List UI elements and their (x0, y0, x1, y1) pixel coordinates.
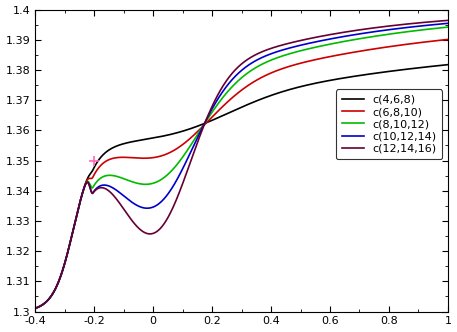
c(8,10,12) (445, 25, 451, 29)
c(6,8,10) (80, 192, 85, 196)
c(8,10,12) (32, 306, 38, 310)
c(6,8,10) (437, 38, 442, 42)
c(10,12,14) (437, 22, 442, 26)
c(4,6,8) (104, 150, 110, 154)
c(6,8,10) (208, 116, 214, 120)
c(4,6,8) (437, 63, 442, 67)
c(4,6,8) (32, 306, 38, 310)
c(12,14,16) (445, 18, 451, 22)
Line: c(12,14,16): c(12,14,16) (35, 20, 448, 308)
Line: c(10,12,14): c(10,12,14) (35, 23, 448, 308)
c(10,12,14) (393, 27, 398, 31)
c(8,10,12) (208, 111, 214, 115)
c(10,12,14) (445, 21, 451, 25)
c(8,10,12) (104, 174, 110, 178)
c(4,6,8) (445, 63, 451, 67)
c(8,10,12) (393, 31, 398, 35)
c(12,14,16) (437, 19, 442, 23)
c(12,14,16) (80, 192, 85, 196)
c(4,6,8) (208, 119, 214, 123)
c(4,6,8) (80, 192, 85, 196)
c(4,6,8) (191, 125, 196, 129)
c(12,14,16) (393, 23, 398, 27)
c(6,8,10) (393, 44, 398, 48)
c(12,14,16) (104, 188, 110, 192)
Line: c(4,6,8): c(4,6,8) (35, 65, 448, 308)
c(8,10,12) (191, 139, 196, 143)
Line: c(8,10,12): c(8,10,12) (35, 27, 448, 308)
c(12,14,16) (208, 106, 214, 110)
c(12,14,16) (32, 306, 38, 310)
c(10,12,14) (104, 183, 110, 187)
c(6,8,10) (32, 306, 38, 310)
c(6,8,10) (191, 133, 196, 137)
Line: c(6,8,10): c(6,8,10) (35, 40, 448, 308)
c(8,10,12) (80, 192, 85, 196)
c(8,10,12) (437, 26, 442, 30)
c(10,12,14) (80, 192, 85, 196)
c(10,12,14) (191, 144, 196, 148)
c(10,12,14) (208, 108, 214, 112)
c(6,8,10) (104, 159, 110, 163)
c(6,8,10) (445, 38, 451, 42)
Legend: c(4,6,8), c(6,8,10), c(8,10,12), c(10,12,14), c(12,14,16): c(4,6,8), c(6,8,10), c(8,10,12), c(10,12… (336, 89, 442, 159)
c(4,6,8) (393, 69, 398, 73)
c(10,12,14) (32, 306, 38, 310)
c(12,14,16) (191, 152, 196, 156)
